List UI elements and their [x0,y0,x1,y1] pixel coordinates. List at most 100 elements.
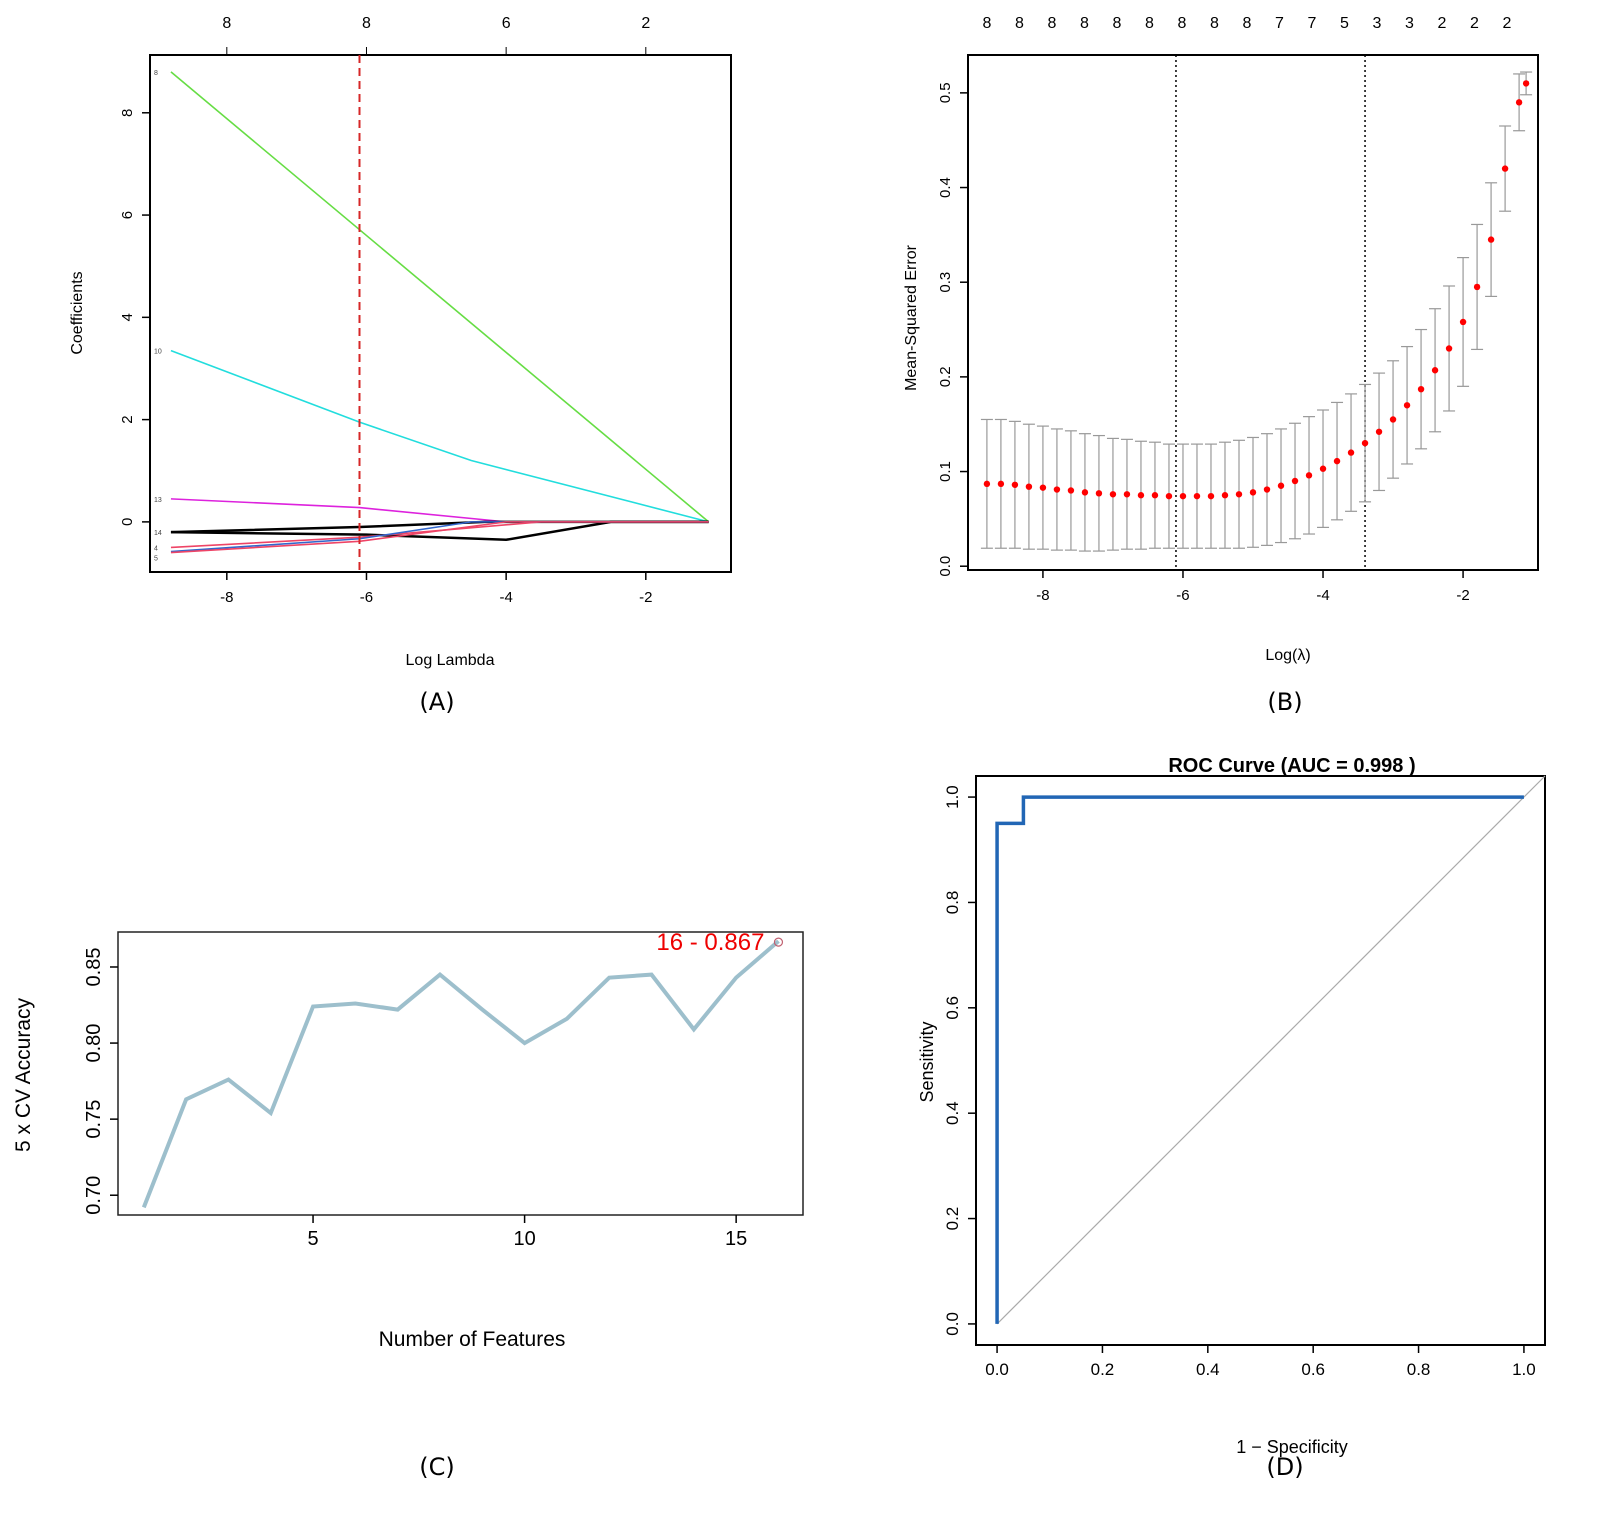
b-mse-point [1347,449,1355,456]
c-ytick-label: 0.70 [83,1176,105,1215]
b-mse-point [1459,318,1467,326]
b-top-label: 5 [1340,15,1349,32]
b-mse-point [1193,492,1201,500]
a-path-label: 13 [154,497,162,504]
a-coefficient-path [170,521,709,554]
b-mse-point [1291,477,1299,485]
d-xlabel: 1 − Specificity [1236,1437,1348,1457]
d-ylabel: Sensitivity [917,1021,937,1102]
b-mse-point [1095,490,1103,497]
a-ylabel: Coefficients [69,271,86,354]
d-ytick-label: 0.2 [943,1207,962,1231]
d-roc-curve [995,795,1524,1324]
b-mse-point [983,480,991,488]
d-xtick-label: 0.6 [1301,1360,1325,1379]
b-mse-point [1235,491,1243,498]
b-xtick-label: -8 [1036,587,1049,604]
b-top-label: 7 [1308,15,1317,32]
b-top-label: 8 [983,15,992,32]
b-mse-point [1375,428,1383,435]
b-mse-point [1053,486,1061,493]
b-mse-point [997,480,1005,488]
b-mse-point [1473,283,1481,291]
c-best-point-marker [773,937,784,947]
a-path-label: 4 [154,545,158,552]
b-mse-point [1431,367,1439,374]
b-mse-point [1277,482,1285,489]
d-plot-frame [975,775,1546,1346]
b-plot-frame [967,54,1539,571]
b-mse-point [1305,472,1313,479]
panel-label-b: (B) [1267,688,1302,716]
b-top-label: 8 [1178,15,1187,32]
b-mse-point [1263,486,1271,493]
b-mse-point [1137,492,1145,499]
b-top-label: 3 [1373,15,1382,32]
b-top-label: 8 [1243,15,1252,32]
b-ytick-label: 0.3 [937,272,954,293]
b-top-label: 8 [1048,15,1057,32]
d-xtick-label: 0.4 [1196,1360,1220,1379]
a-xlabel: Log Lambda [406,652,495,669]
c-best-point-annotation: 16 - 0.867 [656,929,764,956]
a-top-tick-label: 8 [222,15,231,32]
b-top-label: 8 [1210,15,1219,32]
b-mse-point [1361,439,1369,447]
b-mse-point [1067,487,1075,494]
b-mse-point [1319,465,1327,472]
b-mse-point [1025,483,1033,490]
b-mse-point [1151,492,1159,499]
b-mse-point [1011,481,1019,488]
d-xtick-label: 0.8 [1407,1360,1431,1379]
b-mse-point [1501,165,1509,172]
d-ytick-label: 0.0 [943,1312,962,1336]
b-top-label: 7 [1275,15,1284,32]
d-ytick-label: 1.0 [943,785,962,809]
b-top-label: 2 [1503,15,1512,32]
d-xtick-label: 0.0 [985,1360,1009,1379]
c-xlabel: Number of Features [379,1328,566,1351]
a-coefficient-path [170,498,709,523]
b-ylabel: Mean-Squared Error [903,244,920,391]
b-mse-point [1487,236,1495,243]
d-ytick-label: 0.8 [943,891,962,915]
b-ytick-label: 0.1 [937,461,954,482]
a-ytick-label: 0 [119,518,136,526]
d-diagonal-reference [996,796,1525,1325]
c-ytick-label: 0.85 [83,948,105,987]
b-xtick-label: -2 [1456,587,1469,604]
a-coefficient-path [170,71,710,523]
a-xtick-label: -6 [360,589,373,606]
panel-label-d: (D) [1266,1453,1303,1481]
b-xlabel: Log(λ) [1265,647,1310,664]
b-ytick-label: 0.4 [937,177,954,198]
a-path-label: 5 [154,555,158,562]
d-ytick-label: 0.6 [943,996,962,1020]
b-mse-point [1207,492,1215,500]
b-xtick-label: -4 [1316,587,1329,604]
b-top-label: 8 [1080,15,1089,32]
b-mse-point [1165,492,1173,500]
a-top-tick-label: 8 [362,15,371,32]
a-top-tick-label: 6 [502,15,511,32]
d-diagonal-reference-ext [1523,775,1546,798]
c-ylabel: 5 x CV Accuracy [12,997,35,1152]
d-xtick-label: 0.2 [1091,1360,1115,1379]
a-top-tick-label: 2 [641,15,650,32]
b-mse-point [1522,80,1530,87]
d-title: ROC Curve (AUC = 0.998 ) [1168,755,1415,777]
a-xtick-label: -8 [220,589,233,606]
b-top-label: 3 [1405,15,1414,32]
c-xtick-label: 5 [307,1228,318,1250]
a-xtick-label: -2 [639,589,652,606]
a-ytick-label: 6 [119,211,136,219]
c-ytick-label: 0.75 [83,1100,105,1139]
b-mse-point [1109,491,1117,498]
panel-label-c: (C) [419,1453,454,1481]
a-xtick-label: -4 [499,589,512,606]
b-top-label: 8 [1145,15,1154,32]
d-ytick-label: 0.4 [943,1101,962,1125]
b-mse-point [1081,489,1089,496]
b-mse-point [1179,492,1187,500]
